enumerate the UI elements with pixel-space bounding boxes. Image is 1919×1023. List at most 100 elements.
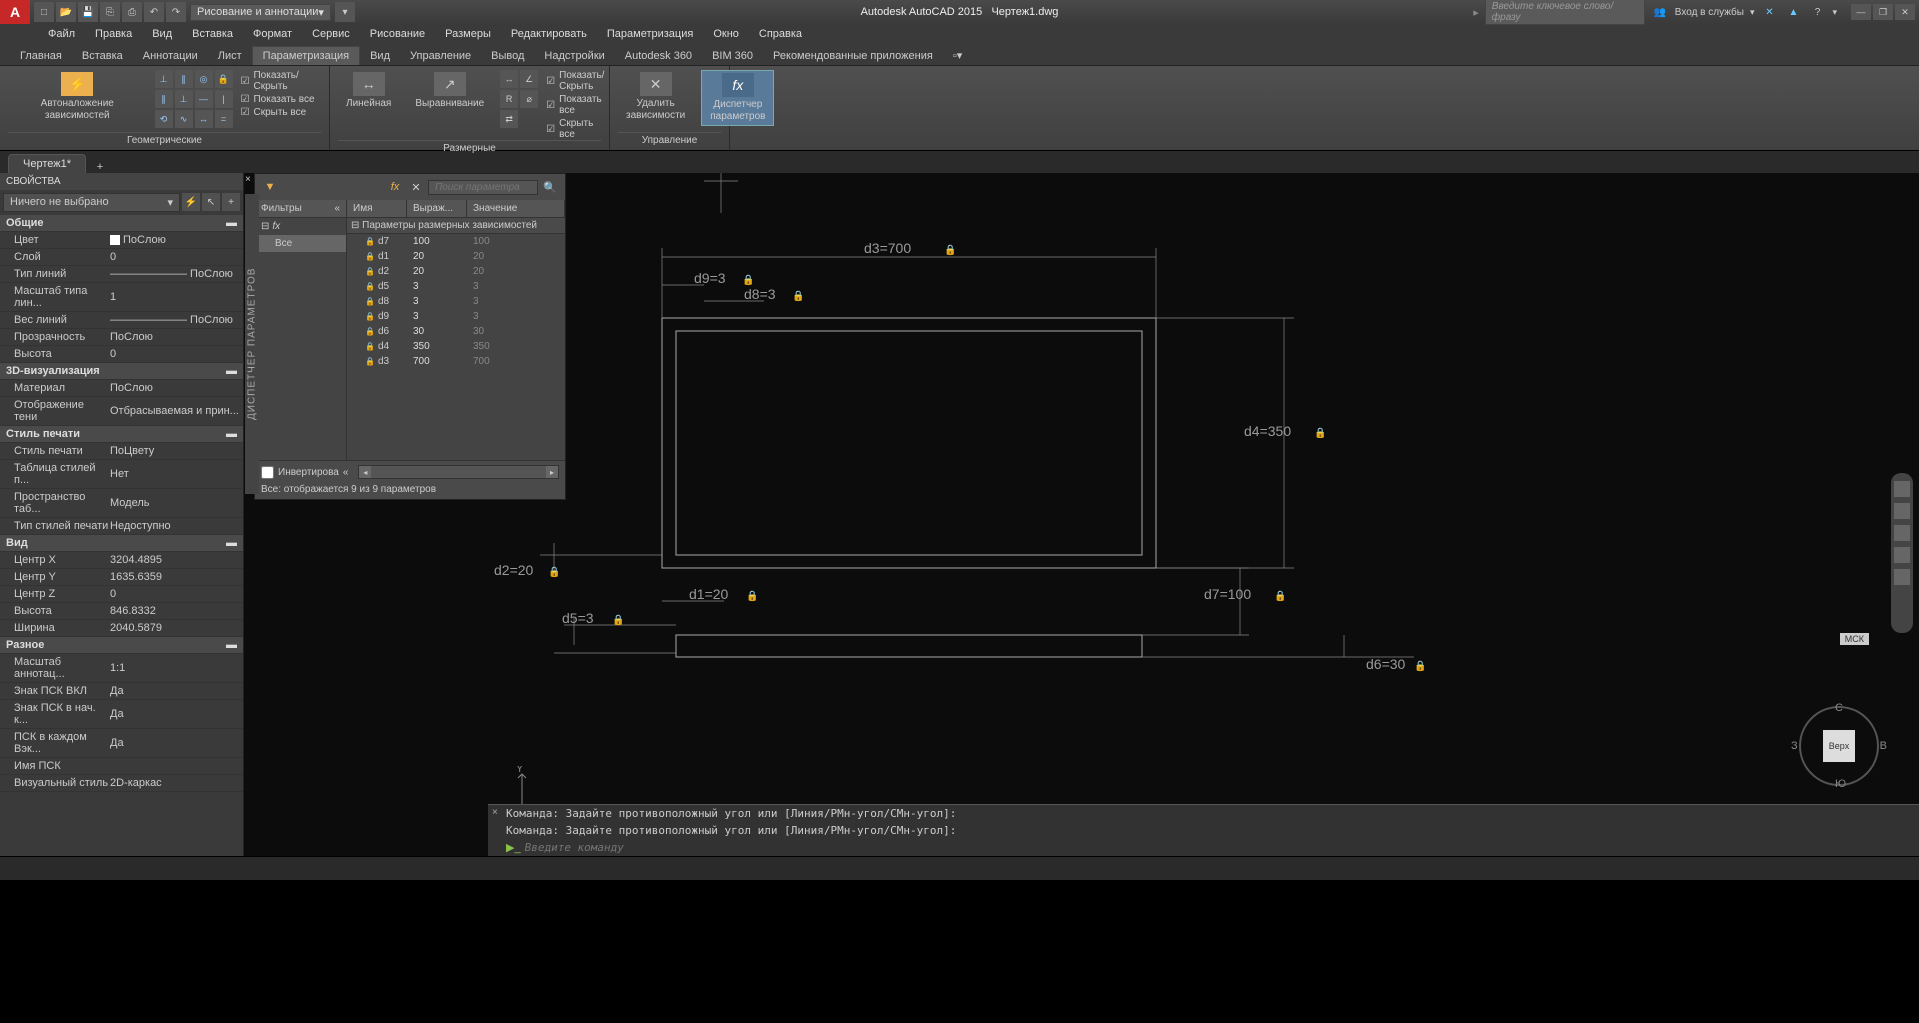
workspace-dropdown[interactable]: Рисование и аннотации ▾ xyxy=(190,4,331,21)
col-value-header[interactable]: Значение xyxy=(467,200,565,217)
infocenter-icon[interactable]: 👥 xyxy=(1651,3,1669,21)
property-row[interactable]: Ширина2040.5879 xyxy=(0,620,243,637)
property-row[interactable]: Визуальный стиль2D-каркас xyxy=(0,775,243,792)
col-expr-header[interactable]: Выраж... xyxy=(407,200,467,217)
property-value[interactable]: 846.8332 xyxy=(110,605,243,617)
constraint-coincident-icon[interactable]: ⊥ xyxy=(155,70,173,88)
auto-constrain-button[interactable]: ⚡ Автоналожение зависимостей xyxy=(8,70,147,124)
pickadd-icon[interactable]: + xyxy=(222,193,240,211)
show-all-geom-button[interactable]: ☑Показать все xyxy=(241,94,321,105)
show-hide-dim-button[interactable]: ☑Показать/Скрыть xyxy=(546,70,604,92)
constraint-concentric-icon[interactable]: ◎ xyxy=(195,70,213,88)
qat-open-icon[interactable]: 📂 xyxy=(56,2,76,22)
nav-zoom-icon[interactable] xyxy=(1894,525,1910,541)
command-input[interactable] xyxy=(525,841,1901,854)
menu-window[interactable]: Окно xyxy=(705,26,747,42)
qat-save-icon[interactable]: 💾 xyxy=(78,2,98,22)
property-value[interactable]: Недоступно xyxy=(110,520,243,532)
menu-parametric[interactable]: Параметризация xyxy=(599,26,701,42)
filter-all[interactable]: Все xyxy=(255,235,346,252)
viewcube-west[interactable]: З xyxy=(1791,740,1798,752)
property-row[interactable]: Высота846.8332 xyxy=(0,603,243,620)
constraint-perpendicular-icon[interactable]: ⊥ xyxy=(175,90,193,108)
minimize-button[interactable]: — xyxy=(1851,4,1871,20)
parameter-row[interactable]: 🔒d63030 xyxy=(347,324,565,339)
prop-section-header[interactable]: Стиль печати▬ xyxy=(0,426,243,443)
constraint-symmetric-icon[interactable]: ↔ xyxy=(195,110,213,128)
prop-section-header[interactable]: 3D-визуализация▬ xyxy=(0,363,243,380)
property-row[interactable]: Пространство таб...Модель xyxy=(0,489,243,518)
ribbon-tab-addins[interactable]: Надстройки xyxy=(534,47,614,65)
col-name-header[interactable]: Имя xyxy=(347,200,407,217)
close-button[interactable]: ✕ xyxy=(1895,4,1915,20)
property-row[interactable]: МатериалПоСлою xyxy=(0,380,243,397)
property-value[interactable]: Модель xyxy=(110,491,243,515)
ribbon-tab-annotate[interactable]: Аннотации xyxy=(133,47,208,65)
parameter-row[interactable]: 🔒d833 xyxy=(347,294,565,309)
property-row[interactable]: Имя ПСК xyxy=(0,758,243,775)
ribbon-tab-more-icon[interactable]: ▫▾ xyxy=(943,46,972,65)
property-row[interactable]: Центр Y1635.6359 xyxy=(0,569,243,586)
property-value[interactable]: 1:1 xyxy=(110,656,243,680)
parameter-row[interactable]: 🔒d533 xyxy=(347,279,565,294)
property-value[interactable]: 2D-каркас xyxy=(110,777,243,789)
show-all-dim-button[interactable]: ☑Показать все xyxy=(546,94,604,116)
hide-all-dim-button[interactable]: ☑Скрыть все xyxy=(546,118,604,140)
property-row[interactable]: ПСК в каждом Вэк...Да xyxy=(0,729,243,758)
menu-format[interactable]: Формат xyxy=(245,26,300,42)
viewcube-east[interactable]: В xyxy=(1880,740,1887,752)
qat-print-icon[interactable]: ⎙ xyxy=(122,2,142,22)
qat-redo-icon[interactable]: ↷ xyxy=(166,2,186,22)
property-value[interactable]: 1635.6359 xyxy=(110,571,243,583)
viewcube-south[interactable]: Ю xyxy=(1835,778,1846,790)
property-row[interactable]: Тип стилей печатиНедоступно xyxy=(0,518,243,535)
constraint-horizontal-icon[interactable]: — xyxy=(195,90,213,108)
property-row[interactable]: Слой0 xyxy=(0,249,243,266)
menu-modify[interactable]: Редактировать xyxy=(503,26,595,42)
property-row[interactable]: Центр X3204.4895 xyxy=(0,552,243,569)
constraint-equal-icon[interactable]: = xyxy=(215,110,233,128)
params-search-input[interactable] xyxy=(428,180,538,195)
params-filter-icon[interactable]: ▼ xyxy=(261,178,279,196)
restore-button[interactable]: ❐ xyxy=(1873,4,1893,20)
property-row[interactable]: Масштаб типа лин...1 xyxy=(0,283,243,312)
menu-insert[interactable]: Вставка xyxy=(184,26,241,42)
property-row[interactable]: ПрозрачностьПоСлою xyxy=(0,329,243,346)
prop-section-header[interactable]: Общие▬ xyxy=(0,215,243,232)
menu-view[interactable]: Вид xyxy=(144,26,180,42)
property-row[interactable]: Цвет ПоСлою xyxy=(0,232,243,249)
property-value[interactable]: Да xyxy=(110,702,243,726)
property-value[interactable]: ——————— ПоСлою xyxy=(110,314,243,326)
parameter-row[interactable]: 🔒d3700700 xyxy=(347,354,565,369)
constraint-smooth-icon[interactable]: ∿ xyxy=(175,110,193,128)
dim-horizontal-icon[interactable]: ↔ xyxy=(500,70,518,88)
nav-pan-icon[interactable] xyxy=(1894,503,1910,519)
selection-dropdown[interactable]: Ничего не выбрано▾ xyxy=(3,193,180,212)
property-row[interactable]: Тип линий——————— ПоСлою xyxy=(0,266,243,283)
ribbon-tab-a360[interactable]: Autodesk 360 xyxy=(615,47,702,65)
qat-undo-icon[interactable]: ↶ xyxy=(144,2,164,22)
hide-all-geom-button[interactable]: ☑Скрыть все xyxy=(241,107,321,118)
exchange-icon[interactable]: ✕ xyxy=(1760,3,1778,21)
dim-diameter-icon[interactable]: ⌀ xyxy=(520,90,538,108)
params-search-icon[interactable]: 🔍 xyxy=(541,178,559,196)
dim-convert-icon[interactable]: ⇄ xyxy=(500,110,518,128)
property-value[interactable]: ПоСлою xyxy=(110,382,243,394)
constraint-parallel-icon[interactable]: ∥ xyxy=(155,90,173,108)
property-row[interactable]: Вес линий——————— ПоСлою xyxy=(0,312,243,329)
parameter-row[interactable]: 🔒d7100100 xyxy=(347,234,565,249)
parameter-row[interactable]: 🔒d12020 xyxy=(347,249,565,264)
property-value[interactable]: ПоЦвету xyxy=(110,445,243,457)
qat-more-icon[interactable]: ▾ xyxy=(335,2,355,22)
constraint-fix-icon[interactable]: 🔒 xyxy=(215,70,233,88)
params-fx-icon[interactable]: fx xyxy=(386,178,404,196)
aligned-dim-button[interactable]: ↗ Выравнивание xyxy=(407,70,492,112)
nav-wheel-icon[interactable] xyxy=(1894,481,1910,497)
property-row[interactable]: Знак ПСК ВКЛДа xyxy=(0,683,243,700)
constraint-collinear-icon[interactable]: ∥ xyxy=(175,70,193,88)
property-row[interactable]: Стиль печатиПоЦвету xyxy=(0,443,243,460)
property-value[interactable]: ПоСлою xyxy=(110,331,243,343)
menu-edit[interactable]: Правка xyxy=(87,26,140,42)
ribbon-tab-parametric[interactable]: Параметризация xyxy=(252,46,360,65)
nav-orbit-icon[interactable] xyxy=(1894,547,1910,563)
